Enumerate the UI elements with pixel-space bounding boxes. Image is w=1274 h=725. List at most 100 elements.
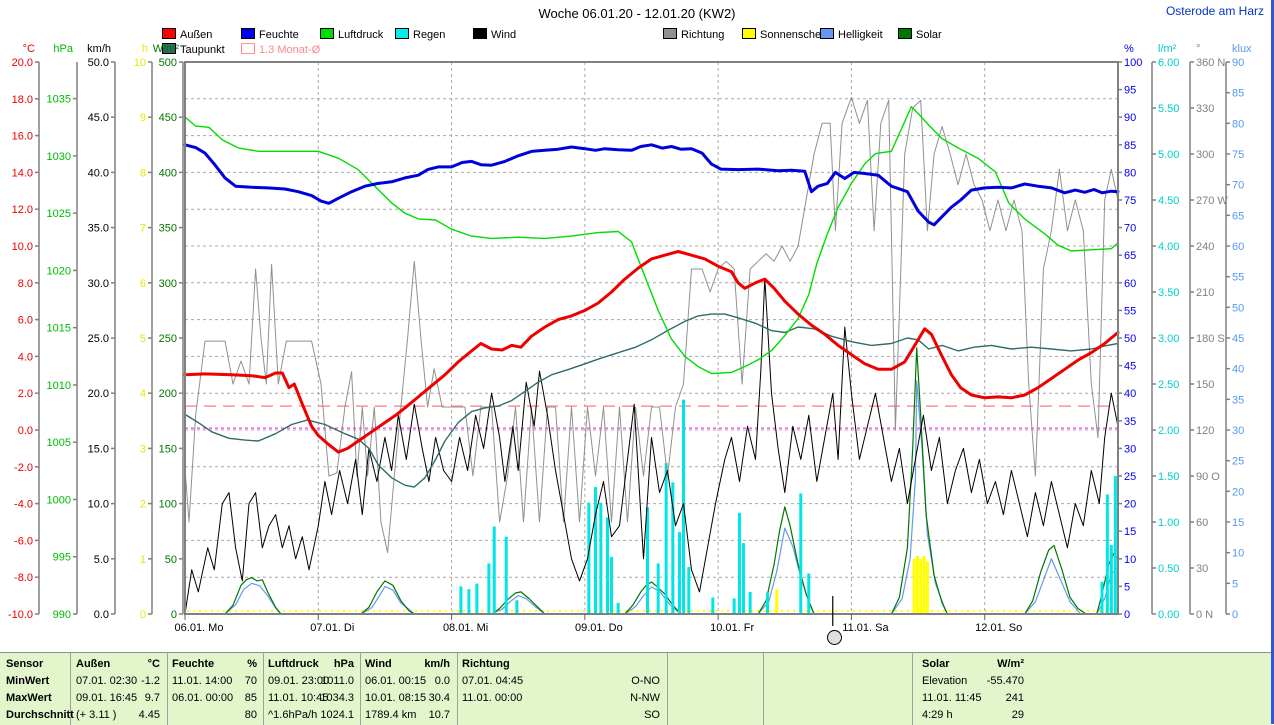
page-title: Woche 06.01.20 - 12.01.20 (KW2) (538, 6, 736, 21)
table-value-cell: 29 (1011, 709, 1024, 721)
axis-pct: %100959085807570656055504540353025201510… (1118, 43, 1142, 621)
svg-text:08.01. Mi: 08.01. Mi (443, 622, 488, 634)
svg-text:4: 4 (140, 388, 146, 400)
svg-text:20: 20 (1232, 486, 1244, 498)
svg-text:07.01. Di: 07.01. Di (310, 622, 354, 634)
svg-text:l/m²: l/m² (1158, 43, 1177, 55)
table-divider (167, 653, 168, 725)
svg-text:10.0: 10.0 (12, 241, 33, 253)
svg-text:40: 40 (1124, 388, 1136, 400)
table-value-cell: 0.0 (434, 675, 450, 687)
svg-text:0.50: 0.50 (1158, 563, 1179, 575)
legend-swatch (820, 28, 834, 39)
cursor-marker[interactable] (827, 630, 842, 645)
table-header-cell: Feuchte (172, 658, 215, 670)
svg-text:55: 55 (1232, 272, 1244, 284)
svg-text:h: h (142, 43, 148, 55)
x-axis: 06.01. Mo 07.01. Di 08.01. Mi 09.01. Do 10.0… (175, 614, 1022, 634)
table-divider (457, 653, 458, 725)
svg-text:70: 70 (1124, 223, 1136, 235)
axis-degC: °C 20.0 18.0 16.0 14.0 12.0 10.0 8.0 6.0 4.0 2.0 0.… (8, 43, 40, 621)
svg-text:995: 995 (53, 552, 71, 564)
legend-label: Richtung (681, 29, 725, 41)
legend-swatch (241, 28, 255, 39)
table-value-cell: SO (644, 709, 660, 721)
svg-text:5: 5 (1232, 578, 1238, 590)
series-luftdruck (184, 105, 1119, 375)
series-au-en (183, 250, 1120, 454)
svg-text:5: 5 (140, 333, 146, 345)
svg-text:10.0: 10.0 (88, 499, 109, 511)
series-regen (459, 399, 1117, 613)
legend-swatch (395, 28, 409, 39)
svg-text:5.0: 5.0 (94, 554, 109, 566)
table-header-cell: Durchschnitt (6, 709, 74, 721)
legend-item-wind[interactable]: Wind (473, 28, 516, 41)
legend-item-au-en[interactable]: Außen (162, 28, 212, 41)
svg-text:1025: 1025 (47, 208, 71, 220)
legend-label: Luftdruck (338, 29, 384, 41)
svg-text:15.0: 15.0 (88, 443, 109, 455)
legend-item-sonnenschein[interactable]: Sonnenschein (742, 28, 830, 41)
legend-item-1-3-monat-[interactable]: 1.3 Monat-Ø (241, 43, 320, 56)
window-border (1271, 0, 1274, 724)
svg-text:15: 15 (1124, 526, 1136, 538)
svg-text:12.0: 12.0 (12, 204, 33, 216)
table-value-cell: N-NW (630, 692, 660, 704)
svg-text:1015: 1015 (47, 323, 71, 335)
svg-text:150: 150 (159, 443, 177, 455)
svg-text:5.50: 5.50 (1158, 103, 1179, 115)
legend-item-helligkeit[interactable]: Helligkeit (820, 28, 883, 41)
table-value-cell: 30.4 (428, 692, 450, 704)
svg-text:120: 120 (1196, 425, 1214, 437)
table-divider (263, 653, 264, 725)
legend-swatch (320, 28, 334, 39)
svg-text:50.0: 50.0 (88, 57, 109, 69)
svg-text:30.0: 30.0 (88, 278, 109, 290)
legend-item-solar[interactable]: Solar (898, 28, 942, 41)
svg-text:60: 60 (1196, 517, 1208, 529)
svg-text:45: 45 (1232, 333, 1244, 345)
table-value-cell: 10.7 (428, 709, 450, 721)
svg-text:1020: 1020 (47, 265, 71, 277)
table-value-cell: 1034.3 (320, 692, 354, 704)
svg-text:400: 400 (159, 167, 177, 179)
svg-text:2: 2 (140, 499, 146, 511)
table-value-cell: 85 (244, 692, 257, 704)
table-value-cell: ^1.6hPa/h (268, 709, 318, 721)
legend-item-taupunkt[interactable]: Taupunkt (162, 43, 225, 56)
table-value-cell: 09.01. 23:00 (268, 675, 330, 687)
svg-text:30: 30 (1124, 443, 1136, 455)
legend-item-richtung[interactable]: Richtung (663, 28, 725, 41)
svg-text:9: 9 (140, 112, 146, 124)
table-value-cell: 11.01. 10:45 (268, 692, 329, 704)
table-divider (360, 653, 361, 725)
svg-text:50: 50 (165, 554, 177, 566)
svg-text:35.0: 35.0 (88, 223, 109, 235)
table-divider (912, 653, 913, 725)
legend-item-feuchte[interactable]: Feuchte (241, 28, 299, 41)
svg-text:80: 80 (1232, 118, 1244, 130)
svg-text:85: 85 (1124, 140, 1136, 152)
legend-item-regen[interactable]: Regen (395, 28, 445, 41)
svg-text:15: 15 (1232, 517, 1244, 529)
svg-text:35: 35 (1124, 416, 1136, 428)
svg-text:3: 3 (140, 443, 146, 455)
svg-text:5: 5 (1124, 581, 1130, 593)
series-feuchte (183, 143, 1120, 227)
svg-text:4.0: 4.0 (18, 351, 33, 363)
legend-swatch (241, 43, 255, 54)
svg-text:10: 10 (1232, 548, 1244, 560)
series-richtung (184, 96, 1119, 554)
table-header-cell: hPa (333, 658, 354, 670)
svg-text:km/h: km/h (87, 43, 111, 55)
legend-item-luftdruck[interactable]: Luftdruck (320, 28, 384, 41)
svg-text:1035: 1035 (47, 94, 71, 106)
svg-text:1.00: 1.00 (1158, 517, 1179, 529)
table-value-cell: 9.7 (144, 692, 160, 704)
table-header-cell: Wind (365, 658, 392, 670)
svg-text:W/m²: W/m² (153, 43, 180, 55)
axis-deg: ° 360 N 330 300 270 W 240 210 180 S 150 120 90 O 60… (1189, 43, 1228, 621)
